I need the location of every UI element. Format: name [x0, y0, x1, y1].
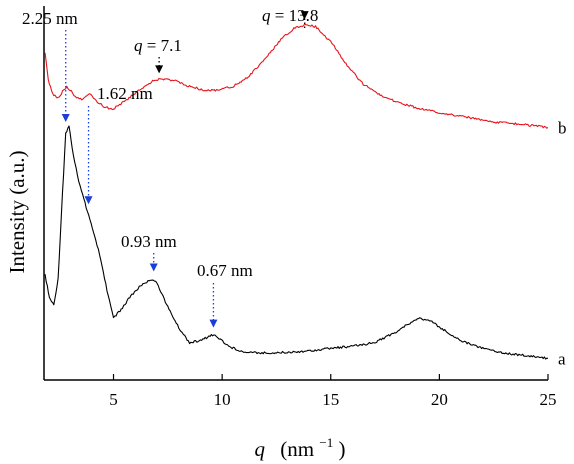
annotation-label: 2.25 nm: [22, 9, 78, 28]
annotation-value: = 13.8: [271, 6, 319, 25]
annotation-0-67nm: 0.67 nm: [197, 261, 253, 328]
series-line-b: [44, 23, 549, 129]
annotation-label: 0.67 nm: [197, 261, 253, 280]
x-axis-label-symbol: q: [255, 437, 266, 461]
annotation-value: 2.25 nm: [22, 9, 78, 28]
series-layer: ab: [44, 23, 567, 368]
annotation-label: q = 13.8: [262, 6, 318, 25]
annotation-value: = 7.1: [143, 36, 182, 55]
x-axis-label-unit: (nm: [280, 437, 314, 461]
x-axis-label-exponent: −1: [319, 435, 333, 450]
x-tick-label: 10: [214, 390, 231, 409]
annotation-q-symbol: q: [134, 36, 143, 55]
annotation-value: 0.93 nm: [121, 232, 177, 251]
y-axis-label: Intensity (a.u.): [5, 150, 29, 273]
annotation-0-93nm: 0.93 nm: [121, 232, 177, 272]
x-tick-label: 20: [431, 390, 448, 409]
x-axis-label-close: ): [338, 437, 345, 461]
annotation-2-25nm: 2.25 nm: [22, 9, 78, 122]
series-label-b: b: [558, 119, 567, 138]
annotation-layer: 2.25 nm1.62 nm0.93 nm0.67 nmq = 7.1q = 1…: [22, 6, 318, 328]
annotation-arrow-head: [61, 113, 70, 122]
annotation-label: 1.62 nm: [97, 84, 153, 103]
annotation-value: 0.67 nm: [197, 261, 253, 280]
annotation-q-13-8: q = 13.8: [262, 6, 318, 28]
series-line-a: [44, 125, 549, 360]
annotation-q-symbol: q: [262, 6, 271, 25]
series-label-a: a: [558, 349, 566, 368]
annotation-1-62nm: 1.62 nm: [84, 84, 153, 205]
annotation-arrow-head: [149, 263, 158, 272]
x-tick-label: 5: [109, 390, 118, 409]
x-tick-label: 25: [540, 390, 557, 409]
annotation-arrow-head: [155, 65, 164, 74]
x-axis-label: q (nm −1 ): [255, 428, 346, 461]
x-tick-label: 15: [322, 390, 339, 409]
annotation-value: 1.62 nm: [97, 84, 153, 103]
plot-axes: 5 10 15 20 25: [43, 6, 557, 409]
annotation-label: 0.93 nm: [121, 232, 177, 251]
annotation-q-7-1: q = 7.1: [134, 36, 182, 74]
annotation-label: q = 7.1: [134, 36, 182, 55]
annotation-arrow-head: [209, 319, 218, 328]
annotation-arrow-head: [300, 11, 309, 20]
annotation-arrow-head: [84, 196, 93, 205]
